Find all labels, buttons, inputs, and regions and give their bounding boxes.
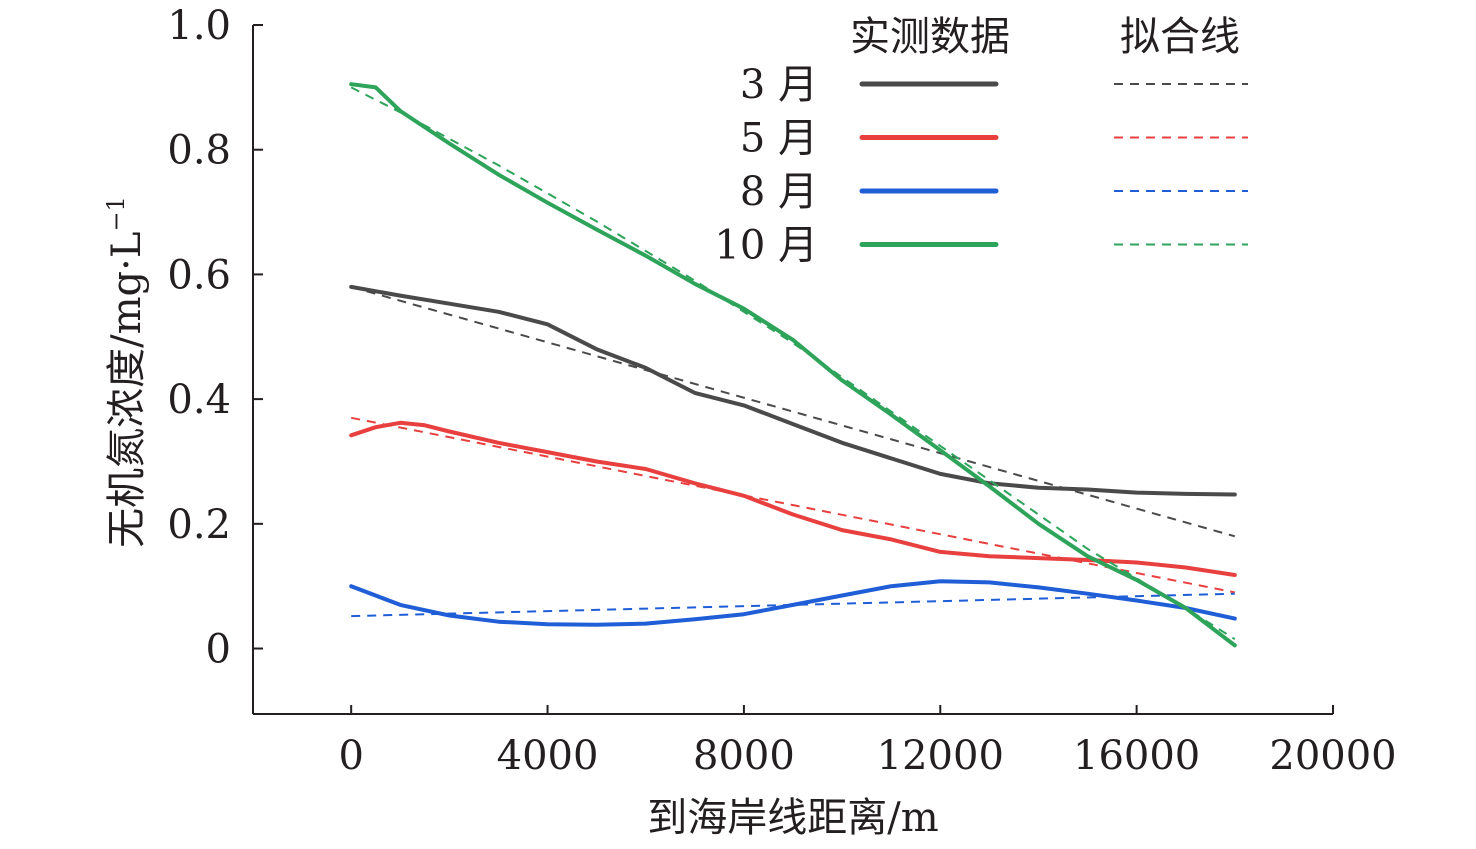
legend-header-measured: 实测数据 xyxy=(850,14,1010,60)
series-3-measured-line xyxy=(349,579,1237,627)
x-tick-label: 0 xyxy=(338,733,363,779)
axes xyxy=(252,25,1333,715)
y-tick-label: 0 xyxy=(206,627,231,673)
series-4-fit-line xyxy=(350,86,1236,641)
y-axis-ticks: 0 0.2 0.4 0.6 0.8 1.0 xyxy=(167,3,263,673)
y-tick-label: 0.2 xyxy=(167,502,231,548)
x-tick-label: 4000 xyxy=(497,733,599,779)
y-tick-label: 1.0 xyxy=(167,3,231,49)
series-2-fit-line xyxy=(351,416,1235,594)
y-axis-title-main: 无机氮浓度/mg·L xyxy=(104,232,150,548)
series-4-measured-line xyxy=(349,82,1237,648)
x-axis-title: 到海岸线距离/m xyxy=(647,795,938,841)
series-2-measured-line xyxy=(349,420,1237,577)
y-axis-title-unit-exponent: −1 xyxy=(102,196,130,231)
y-tick-label: 0.6 xyxy=(167,252,231,298)
x-tick-label: 12000 xyxy=(877,733,1004,779)
x-tick-label: 20000 xyxy=(1269,733,1396,779)
legend-label-series-2: 5 月 xyxy=(740,116,818,162)
legend-label-series-3: 8 月 xyxy=(740,169,818,215)
y-axis-title: 无机氮浓度/mg·L−1 xyxy=(102,196,150,548)
y-tick-label: 0.8 xyxy=(167,128,231,174)
series-1-measured-line xyxy=(349,284,1237,497)
series-3-fit-line xyxy=(351,592,1235,618)
x-tick-label: 16000 xyxy=(1073,733,1200,779)
x-axis-ticks: 0 4000 8000 12000 16000 20000 xyxy=(338,705,1397,779)
legend-label-series-4: 10 月 xyxy=(714,223,818,269)
legend-header-fit: 拟合线 xyxy=(1120,14,1240,60)
plot-area xyxy=(349,82,1237,648)
legend: 实测数据 拟合线 3 月 5 月 8 月 10 月 xyxy=(714,14,1248,269)
x-tick-label: 8000 xyxy=(693,733,795,779)
y-tick-label: 0.4 xyxy=(167,377,231,423)
series-1-fit-line xyxy=(350,285,1236,538)
legend-label-series-1: 3 月 xyxy=(740,62,818,108)
